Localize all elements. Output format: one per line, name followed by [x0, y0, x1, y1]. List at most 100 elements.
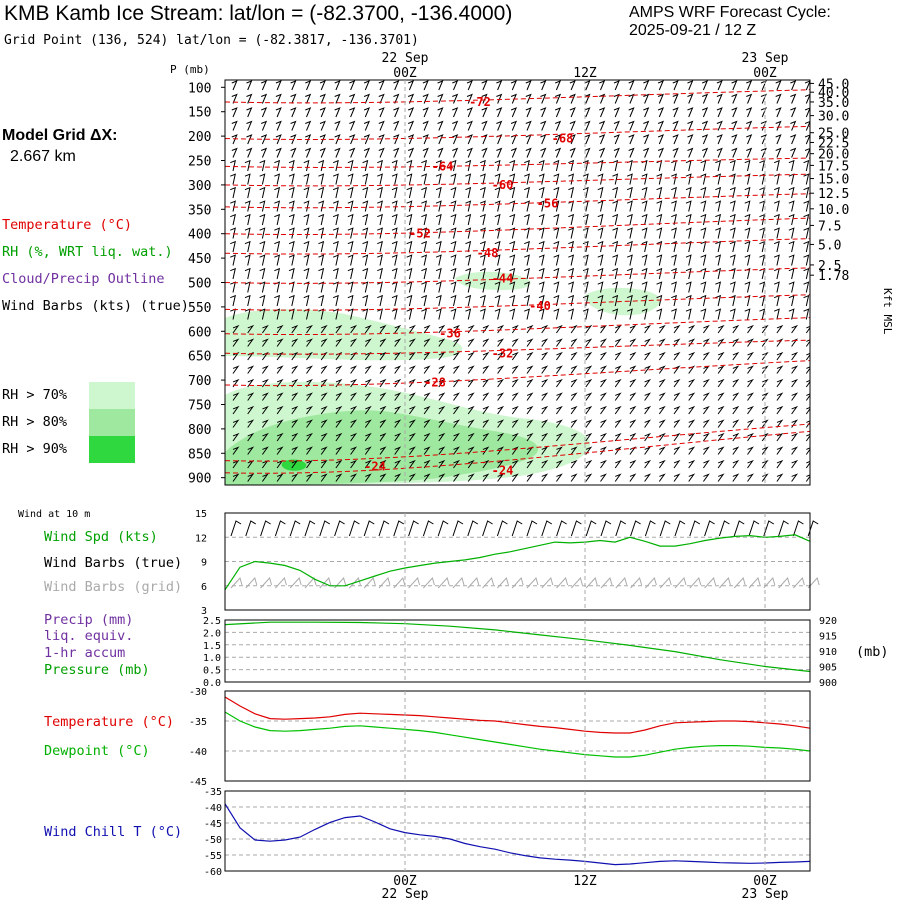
- wind-barb: [394, 392, 402, 401]
- wind-barb: [274, 240, 281, 253]
- wind-barb: [290, 120, 297, 131]
- wind-barb: [275, 107, 282, 118]
- wind-barb: [773, 240, 780, 253]
- precip-panel-frame: [224, 619, 811, 683]
- wind-barb: [406, 281, 413, 293]
- wind-barb: [423, 338, 431, 347]
- wind-barb: [232, 405, 240, 415]
- wind-barb: [377, 254, 383, 266]
- wind-barb: [614, 324, 622, 334]
- wind-barb: [805, 447, 810, 455]
- wind-barb: [746, 80, 753, 91]
- wind-barb: [306, 324, 313, 334]
- pressure-line: [224, 621, 811, 673]
- series-line: [224, 803, 811, 866]
- wind-barb: [582, 281, 589, 293]
- wind-barb: [421, 240, 428, 253]
- wind-barb: [362, 254, 369, 266]
- wind-barb: [582, 200, 589, 212]
- wind-barb: [658, 392, 666, 401]
- wind-barb: [247, 432, 255, 442]
- wind-barb: [332, 200, 339, 212]
- wind-barb: [804, 147, 810, 158]
- wind-barb: [335, 432, 343, 442]
- wind-barb: [775, 120, 782, 131]
- wind-barb: [776, 446, 784, 455]
- wind-barb-grid: [497, 576, 509, 589]
- wind-barb: [406, 294, 413, 307]
- wind-barb: [626, 267, 633, 280]
- wind-barb: [450, 200, 457, 212]
- wind-barb: [291, 432, 299, 442]
- wind-barb: [247, 351, 255, 361]
- pressure-tick-label: 250: [188, 155, 211, 170]
- wind-barb: [644, 378, 652, 388]
- wind-barb: [276, 351, 284, 361]
- wind-barb: [465, 213, 472, 226]
- value-tick-label: 3: [201, 606, 207, 617]
- wind-barb: [656, 254, 663, 266]
- wind-barb: [232, 446, 240, 455]
- wind-barb: [318, 186, 325, 199]
- wind-barb: [671, 186, 677, 199]
- wind-barb: [744, 200, 751, 212]
- wind-barb: [773, 254, 780, 266]
- wind-barb: [612, 159, 619, 172]
- wind-barb: [511, 365, 519, 374]
- wind-barb: [437, 107, 444, 118]
- wind-barb: [744, 227, 751, 239]
- wind-barb: [274, 294, 281, 307]
- wind-barb: [438, 419, 446, 428]
- wind-barb: [803, 173, 810, 185]
- wind-barb: [776, 378, 784, 388]
- wind-barb: [553, 173, 560, 185]
- wind-barb: [582, 254, 589, 266]
- kft-tick-label: 17.5: [818, 159, 849, 174]
- wind-barb: [318, 254, 325, 266]
- wind-barb: [276, 473, 284, 482]
- wind-barb: [597, 186, 604, 199]
- wind-barb: [408, 107, 415, 118]
- wind-barb: [509, 267, 516, 280]
- value-tick-label: -55: [204, 851, 222, 862]
- wind-barb: [600, 405, 607, 415]
- wind-barb: [776, 405, 784, 415]
- wind-barb: [511, 432, 519, 442]
- wind-barb: [509, 281, 516, 293]
- wind-barb: [332, 267, 339, 280]
- wind-barb: [379, 419, 387, 428]
- wind-barb: [391, 294, 398, 307]
- wind-barb: [541, 405, 549, 415]
- wind-barb: [643, 93, 650, 104]
- wind-barb: [362, 200, 369, 212]
- wind-barb: [450, 213, 457, 226]
- kft-axis-title: Kft MSL: [881, 288, 894, 335]
- wind-barb: [467, 459, 475, 469]
- wind-barb-grid: [393, 576, 406, 589]
- wind-barb: [688, 392, 696, 401]
- wind-barb: [466, 134, 473, 145]
- wind-barb: [347, 213, 354, 226]
- wind-barb: [306, 432, 313, 442]
- wind-barb: [349, 120, 356, 131]
- wind-barb: [732, 365, 740, 374]
- value-tick-label: 9: [201, 558, 207, 569]
- wind-barb: [568, 200, 575, 212]
- wind-barb: [509, 240, 516, 253]
- wind-barb: [597, 240, 604, 253]
- wind-barb: [658, 446, 666, 455]
- wind-barb: [450, 308, 457, 320]
- wind-barb: [761, 392, 769, 401]
- wind-barb: [600, 324, 607, 334]
- wind-barb: [672, 93, 679, 104]
- wind-barb: [773, 281, 780, 293]
- wind-barb: [259, 267, 266, 280]
- wind-barb: [685, 200, 692, 212]
- wind-barb-true: [600, 520, 612, 537]
- wind-barb: [362, 186, 369, 199]
- wind-barb: [509, 227, 516, 239]
- wind-barb: [641, 267, 648, 280]
- wind-barb: [363, 134, 371, 145]
- wind-barb: [482, 351, 490, 361]
- wind-barb-grid: [674, 576, 687, 589]
